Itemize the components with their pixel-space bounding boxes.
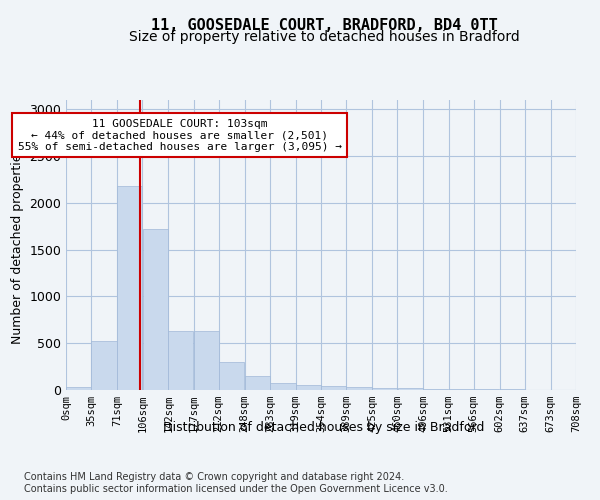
Bar [373,388,397,390]
Bar [321,386,346,390]
Bar [143,229,168,390]
Text: Contains HM Land Registry data © Crown copyright and database right 2024.
Contai: Contains HM Land Registry data © Crown c… [24,472,448,494]
Bar [91,342,117,390]
Bar [474,389,499,390]
Text: 11, GOOSEDALE COURT, BRADFORD, BD4 0TT: 11, GOOSEDALE COURT, BRADFORD, BD4 0TT [151,18,497,32]
Bar [449,389,473,390]
Bar [66,387,91,390]
Text: Distribution of detached houses by size in Bradford: Distribution of detached houses by size … [163,421,485,434]
Bar [398,388,423,390]
Bar [118,186,142,390]
Text: Size of property relative to detached houses in Bradford: Size of property relative to detached ho… [128,30,520,44]
Y-axis label: Number of detached properties: Number of detached properties [11,146,24,344]
Bar [296,385,321,390]
Bar [219,362,244,390]
Bar [346,387,372,390]
Bar [270,383,296,390]
Bar [424,388,448,390]
Bar [194,330,218,390]
Bar [245,376,269,390]
Text: 11 GOOSEDALE COURT: 103sqm
← 44% of detached houses are smaller (2,501)
55% of s: 11 GOOSEDALE COURT: 103sqm ← 44% of deta… [18,118,342,152]
Bar [169,330,193,390]
